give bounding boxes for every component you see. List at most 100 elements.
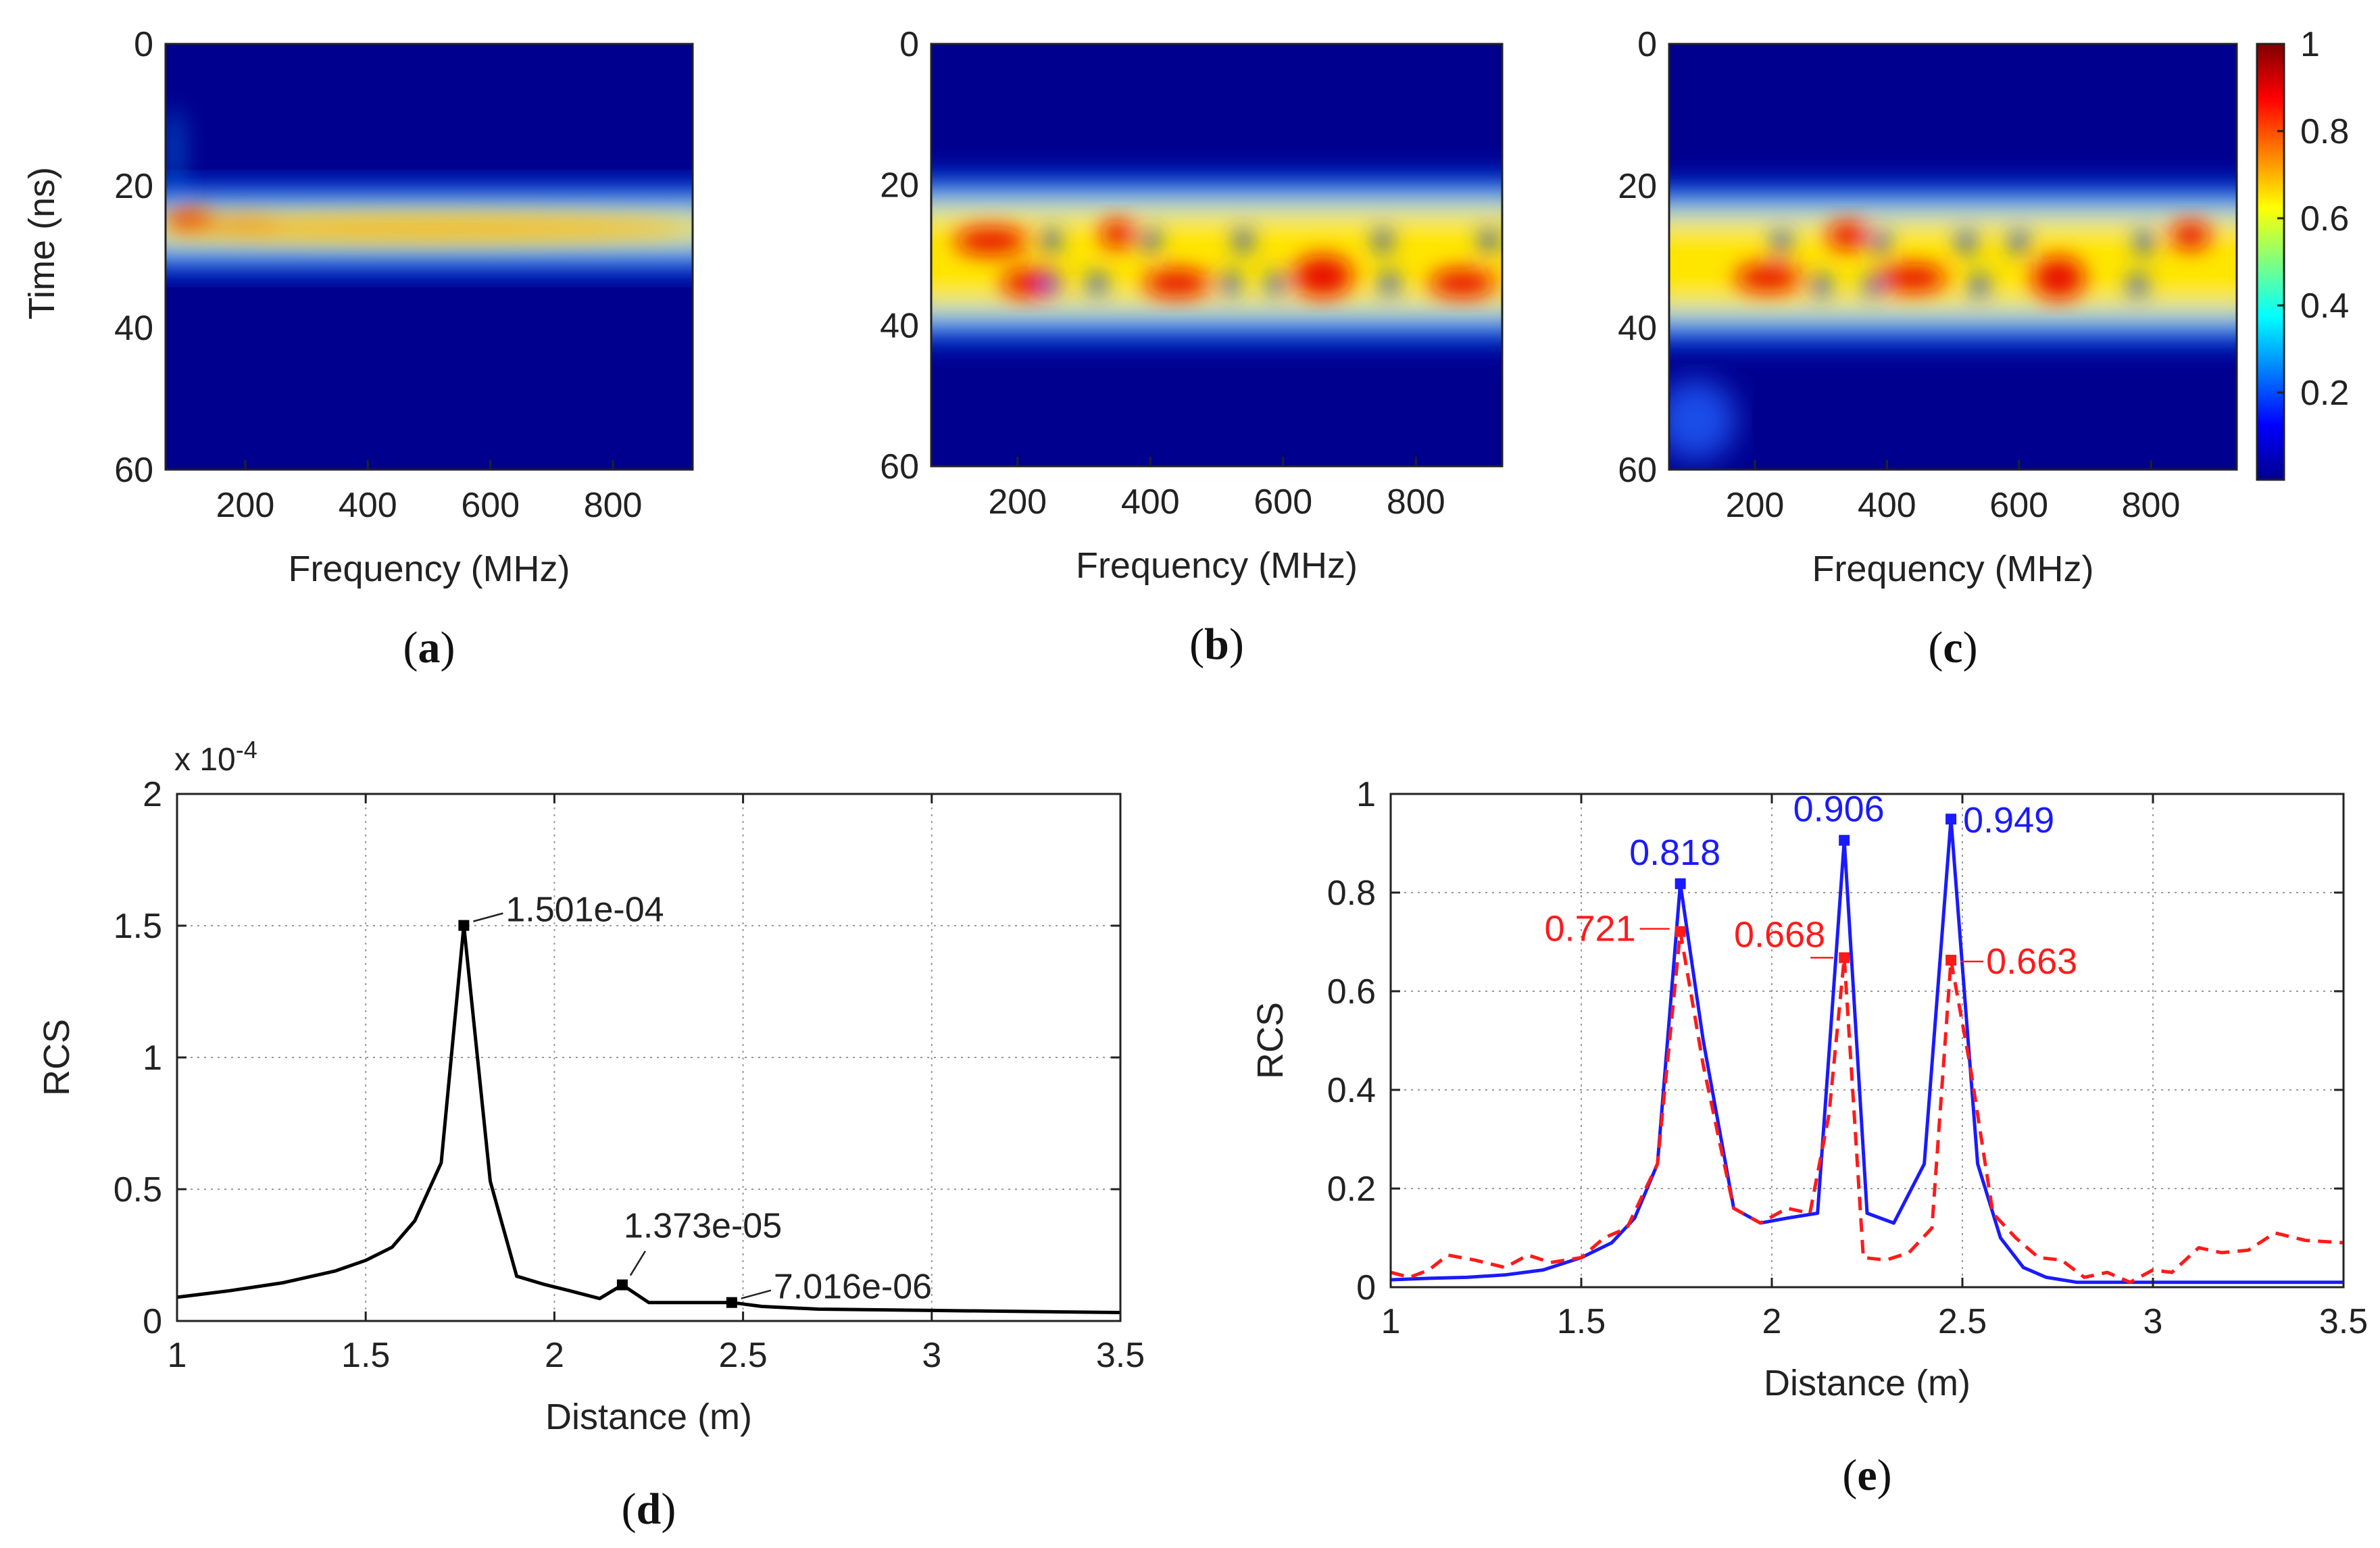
heatmap-panel-a: 200 400 600 800 0 20 40 60 Frequency (MHz) Time (… [22,25,694,672]
x-tick-label: 200 [988,482,1047,522]
hole-6 [1043,230,1059,253]
heatmap-hotspots [954,220,1497,297]
colorbar-tick-label: 1 [2300,25,2320,64]
hole-11 [2010,231,2027,254]
x-tick-label: 1 [1381,1302,1401,1341]
y-tick-label: 2 [143,775,162,814]
x-tick-label: 400 [1858,486,1916,525]
corner-glow [1669,379,1737,461]
tail-3 [166,107,186,193]
series-line-blue [1390,817,2344,1284]
y-tick-label: 60 [880,447,919,486]
x-tick-label: 2.5 [718,1336,767,1375]
hole-13 [2129,274,2146,297]
x-tick-label: 1.5 [341,1336,390,1375]
x-tick-label: 600 [1254,482,1312,522]
annotation-label: 0.906 [1793,789,1885,830]
x-tick-label: 3.5 [2319,1302,2368,1341]
x-axis-label: Distance (m) [1764,1363,1970,1403]
y-tick-label: 60 [1618,451,1657,490]
x-tick-label: 2 [1762,1302,1782,1341]
heatmap-area [166,44,693,470]
x-tick-label: 800 [2122,486,2181,525]
annotation-arrow [741,1289,772,1299]
x-tick-label: 2 [545,1336,564,1375]
band-yellow [1669,215,2237,313]
data-marker-blue [1839,834,1850,846]
y-tick-label: 40 [114,309,153,348]
caption-b: (b) [1189,620,1244,669]
hole-8 [1866,274,1882,297]
annotation-label: 0.668 [1734,914,1825,955]
hotspot-3 [2032,257,2085,299]
y-axis-label: RCS [1250,1002,1291,1079]
data-marker [616,1279,628,1291]
hotspot-5 [1429,269,1496,297]
hole-10 [1235,230,1251,253]
colorbar: 0.2 0.4 0.6 0.8 1 [2256,25,2349,481]
heatmap-blobs [931,178,1502,339]
hole-7 [1043,272,1059,295]
data-marker-blue [1675,878,1686,889]
plot-frame [930,43,1504,468]
data-marker-red [1675,926,1686,937]
hotspot-0 [954,226,1028,255]
y-tick-label: 0.5 [114,1170,162,1209]
colorbar-tick-label: 0.2 [2300,374,2349,413]
data-marker-red [1945,955,1957,966]
x-tick-label: 400 [1121,482,1180,522]
data-marker [726,1297,737,1308]
x-tick-label: 3 [922,1336,941,1375]
hole-9 [1142,230,1159,253]
hole-13 [1374,230,1391,253]
x-tick-label: 1.5 [1557,1302,1606,1341]
annotation-arrow [629,1250,646,1276]
heatmap-panel-c: 200 400 600 800 0 20 40 60 Frequency (MHz) (c) [1618,25,2238,672]
line-chart-panel-e: 1 1.5 2 2.5 3 3.5 0 0.2 0.4 0.6 0.8 1 Distance (m) RC… [1250,775,2368,1500]
x-axis-label: Frequency (MHz) [288,549,570,589]
hotspot-3 [1143,269,1210,297]
y-axis-label: RCS [36,1019,77,1096]
hole-8 [1089,272,1106,295]
colorbar-tick-label: 0.6 [2300,199,2349,239]
y-tick-label: 20 [114,167,153,206]
y-tick-label: 1.5 [114,907,162,946]
x-tick-label: 3.5 [1096,1336,1145,1375]
colorbar-gradient [2256,43,2285,481]
hole-9 [1958,231,1975,254]
y-tick-label: 0 [134,25,153,64]
heatmap-area [931,44,1502,466]
data-marker-red [1839,952,1850,964]
x-tick-label: 800 [1387,482,1445,522]
x-tick-label: 600 [1989,486,2048,525]
x-tick-label: 400 [339,486,397,525]
x-tick-label: 200 [1726,486,1785,525]
y-tick-label: 0.2 [1327,1170,1376,1209]
x-tick-label: 2.5 [1938,1302,1987,1341]
y-tick-label: 0.6 [1327,972,1376,1012]
caption-letter: e [1857,1451,1877,1500]
hole-12 [1268,272,1285,295]
line-chart-panel-d: 1 1.5 2 2.5 3 3.5 0 0.5 1 1.5 2 Distance (m) RCS (d) x… [36,736,1145,1534]
caption-d: (d) [622,1484,676,1534]
caption-e: (e) [1842,1451,1891,1500]
annotation-arrow [473,912,503,922]
exponent-power: -4 [236,736,257,764]
colorbar-tick-label: 0.8 [2300,112,2349,151]
hotspot-2 [1880,264,1947,293]
annotation-label: 7.016e-06 [774,1268,932,1307]
hole-10 [1971,274,1987,297]
heatmap-hotspots [1735,221,2210,299]
y-tick-label: 0.4 [1327,1071,1376,1110]
y-tick-label: 1 [1356,775,1376,814]
annotation-label: 1.373e-05 [624,1207,782,1246]
heatmap-area [1669,44,2237,470]
y-tick-label: 40 [880,307,919,346]
caption-letter: b [1204,620,1229,669]
plot-frame [164,43,694,471]
hole-5 [1773,231,1789,254]
heatmap-panel-b: 200 400 600 800 0 20 40 60 Frequency (MHz) (b) [880,25,1504,669]
x-axis-label: Frequency (MHz) [1812,549,2093,589]
hotspot-2 [166,216,693,241]
caption-letter: a [418,623,441,672]
